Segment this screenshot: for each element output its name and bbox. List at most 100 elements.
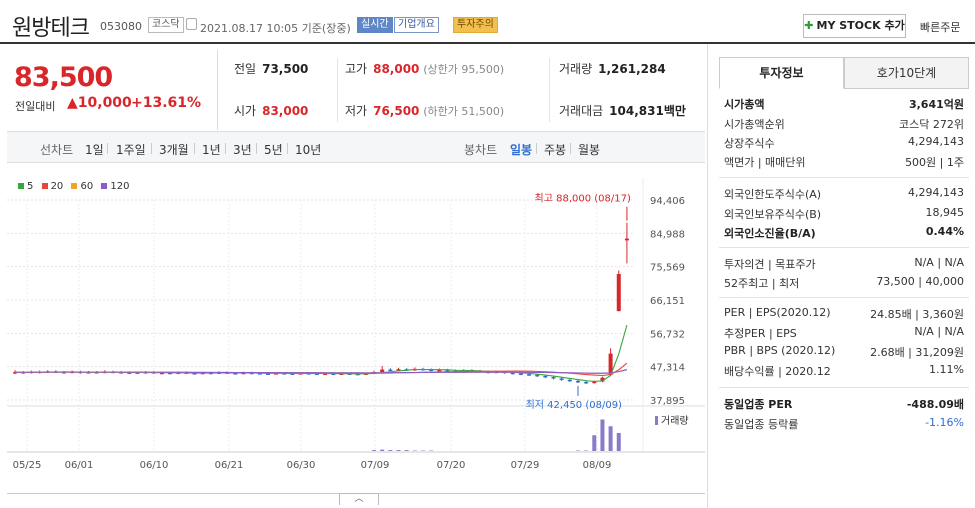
stock-code: 053080 xyxy=(100,20,142,33)
y-tick-label: 75,569 xyxy=(650,263,685,274)
info-row: 시가총액 3,641억원 xyxy=(724,98,964,111)
candle-body xyxy=(535,374,540,377)
candle-body xyxy=(527,374,532,376)
period-3y[interactable]: 3년 xyxy=(233,143,252,157)
investment-warning-badge: 투자주의 xyxy=(453,17,498,33)
volume-bar xyxy=(608,426,613,451)
candle-body xyxy=(331,373,336,375)
volume-bar xyxy=(616,433,621,451)
candle-body xyxy=(135,372,140,374)
info-row: 배당수익률 | 2020.12 1.11% xyxy=(724,363,964,378)
price-chart[interactable]: 5 20 60 120 94,406 84,988 75,569 66,151 56,7… xyxy=(7,178,705,478)
stat-low: 저가 76,500 (하한가 51,500) xyxy=(345,104,505,118)
info-row: 외국인한도주식수(A) 4,294,143 xyxy=(724,186,964,201)
line-chart-label: 선차트 xyxy=(40,143,74,157)
tab-investment-info[interactable]: 투자정보 xyxy=(719,57,844,89)
y-tick-label: 84,988 xyxy=(650,229,685,240)
candle-body xyxy=(396,369,401,371)
x-tick-label: 06/21 xyxy=(215,460,244,471)
candle-body xyxy=(592,381,597,384)
candle-body xyxy=(314,373,319,375)
candle-body xyxy=(62,372,67,374)
period-3m[interactable]: 3개월 xyxy=(159,143,189,157)
candle-body xyxy=(584,381,589,384)
candle-monthly[interactable]: 월봉 xyxy=(578,143,601,157)
price-stats: 전일 73,500 고가 88,000 (상한가 95,500) 거래량 1,261,… xyxy=(218,50,704,130)
y-tick-label: 37,895 xyxy=(650,396,685,407)
candle-body xyxy=(323,373,328,375)
info-row: 동일업종 PER -488.09배 xyxy=(724,398,964,411)
candle-body xyxy=(257,373,262,375)
candle-daily[interactable]: 일봉 xyxy=(510,143,533,157)
x-tick-label: 08/09 xyxy=(583,460,612,471)
info-row: 시가총액순위 코스닥 272위 xyxy=(724,118,964,131)
period-10y[interactable]: 10년 xyxy=(295,143,322,157)
y-tick-label: 94,406 xyxy=(650,196,685,207)
x-tick-label: 06/30 xyxy=(287,460,316,471)
candle-body xyxy=(575,380,580,383)
y-tick-label: 56,732 xyxy=(650,329,685,340)
x-tick-label: 06/10 xyxy=(140,460,169,471)
candle-body xyxy=(274,373,279,375)
quick-order-link[interactable]: 빠른주문 xyxy=(920,21,961,34)
candle-body xyxy=(290,373,295,375)
volume-bar xyxy=(600,419,605,451)
realtime-badge[interactable]: 실시간 xyxy=(357,17,393,33)
y-tick-label: 47,314 xyxy=(650,363,685,374)
candle-body xyxy=(429,369,434,372)
candle-body xyxy=(600,377,605,382)
candle-body xyxy=(616,273,621,312)
candle-body xyxy=(86,372,91,374)
mystock-add-button[interactable]: ✚ MY STOCK 추가 xyxy=(803,14,906,38)
info-row: 52주최고 | 최저 73,500 | 40,000 xyxy=(724,275,964,290)
ma120-line xyxy=(15,369,628,374)
period-1d[interactable]: 1일 xyxy=(85,143,104,157)
candle-body xyxy=(551,376,556,379)
volume-bar xyxy=(592,435,597,451)
volume-bar xyxy=(380,449,385,451)
info-row: 추정PER | EPS N/A | N/A xyxy=(724,325,964,340)
info-tabs: 투자정보 호가10단계 xyxy=(719,57,969,89)
change-label: 전일대비 xyxy=(15,100,56,113)
volume-label: 거래량 xyxy=(661,415,689,427)
candle-body xyxy=(608,353,613,375)
info-row: 투자의견 | 목표주가 N/A | N/A xyxy=(724,256,964,271)
stat-open: 시가 83,000 xyxy=(234,104,309,118)
candle-body xyxy=(437,369,442,372)
candlestick-svg[interactable]: 94,406 84,988 75,569 66,151 56,732 47,314 37,8… xyxy=(7,178,705,478)
clock-icon xyxy=(186,18,197,30)
x-tick-label: 05/25 xyxy=(13,460,42,471)
period-1w[interactable]: 1주일 xyxy=(116,143,146,157)
info-row: 외국인소진율(B/A) 0.44% xyxy=(724,225,964,240)
candle-body xyxy=(355,373,360,376)
volume-legend-swatch xyxy=(655,416,658,425)
tab-order-book[interactable]: 호가10단계 xyxy=(844,57,969,89)
info-row: 상장주식수 4,294,143 xyxy=(724,135,964,150)
price-change: ▲10,000 xyxy=(67,95,132,111)
info-row: 액면가 | 매매단위 500원 | 1주 xyxy=(724,156,964,169)
x-tick-label: 07/09 xyxy=(361,460,390,471)
current-price: 83,500 xyxy=(14,62,113,93)
info-row: PER | EPS(2020.12) 24.85배 | 3,360원 xyxy=(724,306,964,321)
period-1y[interactable]: 1년 xyxy=(202,143,221,157)
volume-bar xyxy=(372,450,377,451)
candle-body xyxy=(127,372,132,374)
period-5y[interactable]: 5년 xyxy=(264,143,283,157)
low-annotation: 최저 42,450 (08/09) xyxy=(526,399,622,411)
volume-bar xyxy=(396,450,401,451)
price-change-pct: +13.61% xyxy=(131,95,202,111)
x-tick-label: 07/20 xyxy=(437,460,466,471)
y-tick-label: 66,151 xyxy=(650,296,685,307)
stat-amount: 거래대금 104,831백만 xyxy=(559,104,686,118)
stat-prev: 전일 73,500 xyxy=(234,62,309,76)
candle-weekly[interactable]: 주봉 xyxy=(544,143,567,157)
corp-overview-button[interactable]: 기업개요 xyxy=(394,17,439,33)
info-row: PBR | BPS (2020.12) 2.68배 | 31,209원 xyxy=(724,344,964,359)
market-badge: 코스닥 xyxy=(148,17,184,33)
candle-body xyxy=(518,373,523,375)
chart-collapse-button[interactable]: ︿ xyxy=(339,493,379,505)
price-summary: 83,500 전일대비 ▲10,000 +13.61% xyxy=(7,50,218,130)
candle-body xyxy=(233,373,238,375)
info-row: 동일업종 등락률 -1.16% xyxy=(724,416,964,431)
